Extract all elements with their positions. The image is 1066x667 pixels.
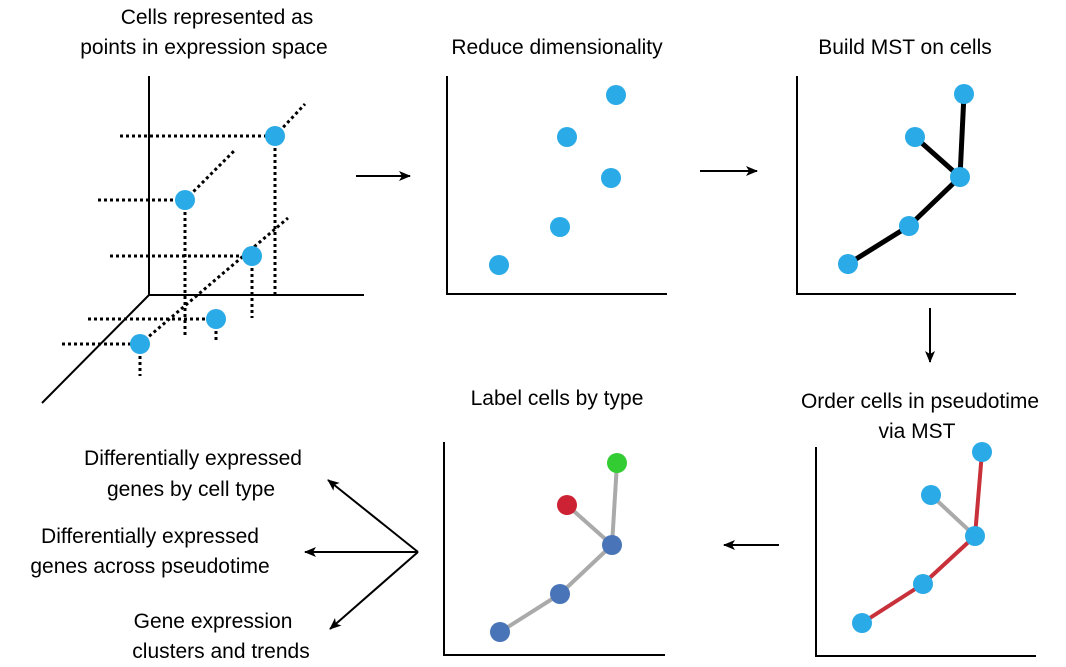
cell-point — [601, 168, 621, 188]
panel-mst-title: Build MST on cells — [818, 36, 992, 59]
panel-reduce-title: Reduce dimensionality — [451, 36, 663, 59]
cell-point — [606, 85, 626, 105]
cell-type-blue — [490, 622, 510, 642]
output-label-line2: genes across pseudotime — [30, 555, 269, 578]
cell-point — [913, 574, 933, 594]
cell-point — [838, 254, 858, 274]
projection-lines — [62, 102, 307, 376]
panel-expression-space-title-line2: points in expression space — [80, 36, 327, 59]
cell-point — [950, 167, 970, 187]
mst-edges — [845, 91, 967, 267]
arrow-fan-icon — [304, 479, 419, 630]
cell-point — [905, 127, 925, 147]
cell-point — [852, 613, 872, 633]
cell-point — [550, 217, 570, 237]
panel-expression-space: Cells represented as points in expressio… — [41, 6, 364, 404]
cell-point — [965, 526, 985, 546]
output-label-line1: Differentially expressed — [84, 447, 302, 470]
panel-mst: Build MST on cells — [796, 36, 1016, 295]
pseudotime-path — [860, 450, 984, 625]
cell-type-blue — [550, 584, 570, 604]
cell-point — [265, 126, 285, 146]
axes-3d — [41, 76, 364, 404]
panel-pseudotime-title-line2: via MST — [878, 420, 955, 443]
output-de-across-pseudotime: Differentially expressed genes across ps… — [30, 525, 269, 578]
cell-type-blue — [602, 535, 622, 555]
cell-point — [921, 485, 941, 505]
panel-label: Label cells by type — [443, 387, 665, 656]
cell-point — [557, 127, 577, 147]
panel-pseudotime-title-line1: Order cells in pseudotime — [801, 390, 1039, 413]
output-label-line2: genes by cell type — [107, 478, 275, 501]
panel-label-title: Label cells by type — [471, 387, 644, 410]
cell-point — [242, 246, 262, 266]
output-label-line2: clusters and trends — [132, 640, 309, 663]
panel-expression-space-title-line1: Cells represented as — [121, 6, 314, 29]
panel-pseudotime: Order cells in pseudotime via MST — [801, 390, 1039, 657]
cell-type-red — [557, 495, 577, 515]
cell-point — [206, 309, 226, 329]
output-clusters-trends: Gene expression clusters and trends — [132, 610, 309, 663]
cell-point — [489, 255, 509, 275]
cell-type-green — [607, 453, 627, 473]
cell-point — [130, 334, 150, 354]
output-label-line1: Differentially expressed — [41, 525, 259, 548]
cell-point — [175, 190, 195, 210]
cell-point — [954, 84, 974, 104]
type-edges — [498, 461, 619, 634]
output-de-by-cell-type: Differentially expressed genes by cell t… — [84, 447, 302, 501]
panel-reduce: Reduce dimensionality — [446, 36, 667, 295]
cell-point — [899, 216, 919, 236]
cell-point — [972, 442, 992, 462]
output-label-line1: Gene expression — [134, 610, 293, 633]
